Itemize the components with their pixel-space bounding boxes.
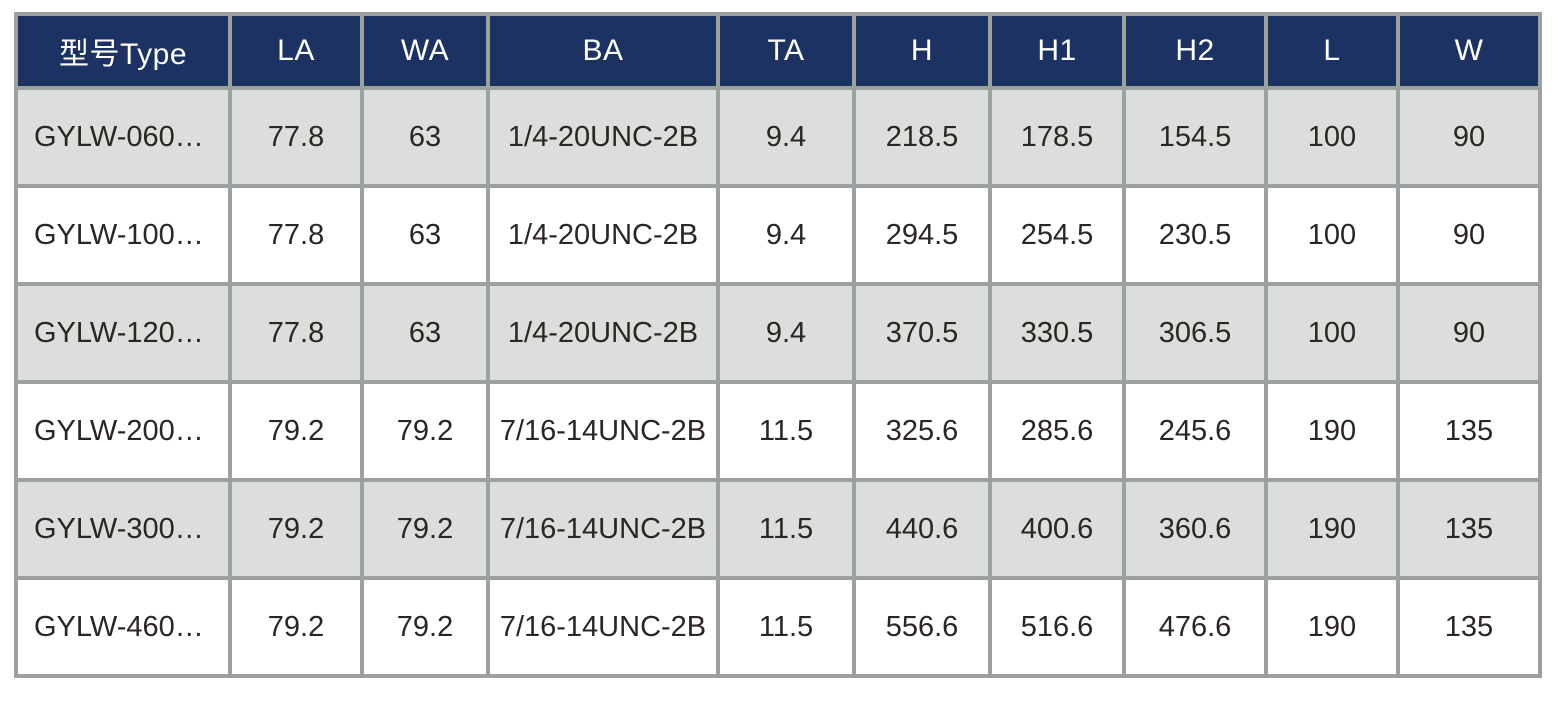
cell-l: 100 bbox=[1268, 188, 1396, 282]
table-row: GYLW-060… 77.8 63 1/4-20UNC-2B 9.4 218.5… bbox=[18, 90, 1538, 184]
cell-w: 90 bbox=[1400, 188, 1538, 282]
cell-h2: 306.5 bbox=[1126, 286, 1264, 380]
cell-ta: 9.4 bbox=[720, 188, 852, 282]
cell-model: GYLW-060… bbox=[18, 90, 228, 184]
cell-ta: 11.5 bbox=[720, 580, 852, 674]
cell-ba: 7/16-14UNC-2B bbox=[490, 580, 716, 674]
cell-la: 79.2 bbox=[232, 580, 360, 674]
cell-l: 100 bbox=[1268, 286, 1396, 380]
cell-ta: 9.4 bbox=[720, 286, 852, 380]
cell-w: 135 bbox=[1400, 580, 1538, 674]
product-spec-table: 型号Type LA WA BA TA H H1 H2 L W GYLW-060…… bbox=[14, 12, 1542, 678]
column-header-w: W bbox=[1400, 16, 1538, 86]
cell-model: GYLW-300… bbox=[18, 482, 228, 576]
cell-ta: 9.4 bbox=[720, 90, 852, 184]
cell-h: 556.6 bbox=[856, 580, 988, 674]
cell-l: 190 bbox=[1268, 482, 1396, 576]
column-header-h2: H2 bbox=[1126, 16, 1264, 86]
cell-h2: 245.6 bbox=[1126, 384, 1264, 478]
cell-h: 440.6 bbox=[856, 482, 988, 576]
column-header-h1: H1 bbox=[992, 16, 1122, 86]
cell-h: 325.6 bbox=[856, 384, 988, 478]
column-header-wa: WA bbox=[364, 16, 486, 86]
cell-la: 77.8 bbox=[232, 286, 360, 380]
cell-ba: 1/4-20UNC-2B bbox=[490, 188, 716, 282]
cell-la: 77.8 bbox=[232, 188, 360, 282]
table-row: GYLW-120… 77.8 63 1/4-20UNC-2B 9.4 370.5… bbox=[18, 286, 1538, 380]
column-header-la: LA bbox=[232, 16, 360, 86]
cell-w: 90 bbox=[1400, 286, 1538, 380]
cell-h1: 254.5 bbox=[992, 188, 1122, 282]
cell-wa: 79.2 bbox=[364, 482, 486, 576]
cell-ba: 1/4-20UNC-2B bbox=[490, 286, 716, 380]
cell-model: GYLW-120… bbox=[18, 286, 228, 380]
cell-h1: 516.6 bbox=[992, 580, 1122, 674]
cell-ba: 7/16-14UNC-2B bbox=[490, 384, 716, 478]
table-row: GYLW-460… 79.2 79.2 7/16-14UNC-2B 11.5 5… bbox=[18, 580, 1538, 674]
cell-w: 90 bbox=[1400, 90, 1538, 184]
column-header-type: 型号Type bbox=[18, 16, 228, 86]
cell-l: 100 bbox=[1268, 90, 1396, 184]
cell-h1: 400.6 bbox=[992, 482, 1122, 576]
cell-h: 294.5 bbox=[856, 188, 988, 282]
table-row: GYLW-200… 79.2 79.2 7/16-14UNC-2B 11.5 3… bbox=[18, 384, 1538, 478]
cell-ba: 7/16-14UNC-2B bbox=[490, 482, 716, 576]
cell-la: 79.2 bbox=[232, 384, 360, 478]
cell-model: GYLW-200… bbox=[18, 384, 228, 478]
column-header-l: L bbox=[1268, 16, 1396, 86]
cell-ta: 11.5 bbox=[720, 384, 852, 478]
cell-h1: 285.6 bbox=[992, 384, 1122, 478]
cell-model: GYLW-100… bbox=[18, 188, 228, 282]
cell-h2: 476.6 bbox=[1126, 580, 1264, 674]
cell-h1: 330.5 bbox=[992, 286, 1122, 380]
cell-ta: 11.5 bbox=[720, 482, 852, 576]
cell-h: 218.5 bbox=[856, 90, 988, 184]
cell-wa: 63 bbox=[364, 188, 486, 282]
cell-wa: 79.2 bbox=[364, 580, 486, 674]
cell-h2: 360.6 bbox=[1126, 482, 1264, 576]
table-row: GYLW-300… 79.2 79.2 7/16-14UNC-2B 11.5 4… bbox=[18, 482, 1538, 576]
column-header-h: H bbox=[856, 16, 988, 86]
cell-l: 190 bbox=[1268, 580, 1396, 674]
cell-wa: 79.2 bbox=[364, 384, 486, 478]
cell-w: 135 bbox=[1400, 482, 1538, 576]
table-row: GYLW-100… 77.8 63 1/4-20UNC-2B 9.4 294.5… bbox=[18, 188, 1538, 282]
cell-w: 135 bbox=[1400, 384, 1538, 478]
column-header-ta: TA bbox=[720, 16, 852, 86]
cell-wa: 63 bbox=[364, 286, 486, 380]
header-row: 型号Type LA WA BA TA H H1 H2 L W bbox=[18, 16, 1538, 86]
cell-ba: 1/4-20UNC-2B bbox=[490, 90, 716, 184]
column-header-ba: BA bbox=[490, 16, 716, 86]
cell-h2: 230.5 bbox=[1126, 188, 1264, 282]
cell-h2: 154.5 bbox=[1126, 90, 1264, 184]
cell-la: 79.2 bbox=[232, 482, 360, 576]
cell-la: 77.8 bbox=[232, 90, 360, 184]
cell-l: 190 bbox=[1268, 384, 1396, 478]
cell-model: GYLW-460… bbox=[18, 580, 228, 674]
cell-h: 370.5 bbox=[856, 286, 988, 380]
cell-wa: 63 bbox=[364, 90, 486, 184]
cell-h1: 178.5 bbox=[992, 90, 1122, 184]
